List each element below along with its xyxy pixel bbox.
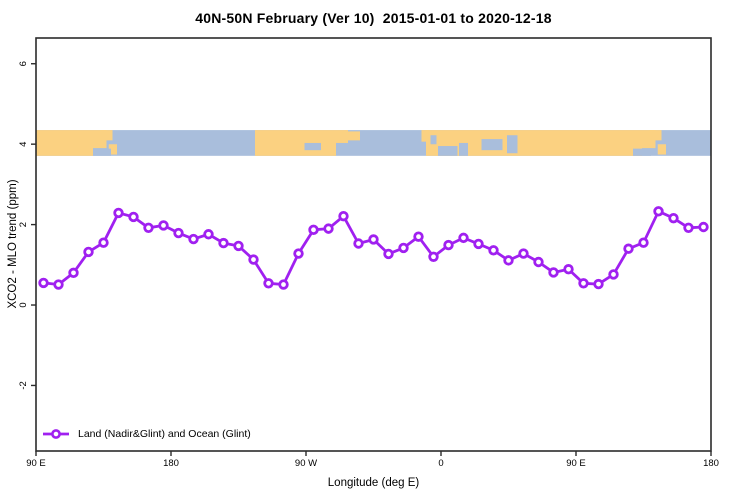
data-point-marker xyxy=(383,248,394,260)
data-point-marker xyxy=(203,229,214,240)
data-point-marker xyxy=(113,207,124,219)
map-band-water xyxy=(304,142,321,151)
data-point-marker xyxy=(98,237,109,248)
data-point-marker xyxy=(278,279,289,290)
map-band-land xyxy=(36,130,93,156)
data-point-marker xyxy=(533,256,544,268)
y-tick-label: 4 xyxy=(18,142,29,147)
legend: Land (Nadir&Glint) and Ocean (Glint) xyxy=(42,428,251,440)
data-point-marker xyxy=(608,269,619,280)
data-point-marker xyxy=(638,237,649,248)
chart-title: 40N-50N February (Ver 10) 2015-01-01 to … xyxy=(195,10,552,26)
data-point-marker xyxy=(503,255,514,266)
x-tick-label: 0 xyxy=(438,458,443,469)
map-band-land xyxy=(100,130,113,141)
data-point-marker xyxy=(323,223,334,234)
data-point-marker xyxy=(368,234,379,245)
data-point-marker xyxy=(668,212,679,224)
map-band-water xyxy=(430,135,437,145)
data-point-marker xyxy=(623,243,634,254)
data-point-marker xyxy=(293,248,304,259)
data-point-marker xyxy=(683,222,694,234)
y-tick-label: 6 xyxy=(18,61,29,66)
data-point-marker xyxy=(413,231,424,242)
data-point-marker xyxy=(353,238,364,249)
data-point-marker xyxy=(263,278,274,289)
x-tick-label: 90 E xyxy=(566,458,586,469)
map-band-land xyxy=(345,131,360,141)
x-axis-label: Longitude (deg E) xyxy=(327,477,420,489)
data-point-marker xyxy=(173,227,184,239)
data-point-marker xyxy=(653,206,664,217)
data-point-marker xyxy=(38,277,49,289)
data-point-marker xyxy=(473,238,484,250)
x-tick-label: 180 xyxy=(163,458,179,469)
y-tick-label: -2 xyxy=(18,381,29,389)
data-point-marker xyxy=(548,267,559,278)
data-point-marker xyxy=(518,248,529,259)
data-point-marker xyxy=(248,254,259,265)
map-band-water xyxy=(459,142,468,156)
series-line xyxy=(42,209,705,286)
legend-line-marker-icon xyxy=(43,429,69,439)
map-band-water xyxy=(93,148,111,156)
data-point-marker xyxy=(308,224,319,236)
x-tick-label: 180 xyxy=(703,458,719,469)
data-point-marker xyxy=(578,278,589,289)
data-point-marker xyxy=(563,264,574,275)
data-point-marker xyxy=(188,233,199,245)
data-point-marker xyxy=(398,242,409,254)
data-point-marker xyxy=(443,239,454,251)
data-point-marker xyxy=(158,220,169,231)
map-band-land xyxy=(576,130,642,156)
plot-frame xyxy=(35,37,712,452)
data-point-marker xyxy=(218,237,229,249)
map-band-land xyxy=(108,144,117,155)
legend-label: Land (Nadir&Glint) and Ocean (Glint) xyxy=(78,428,251,440)
data-point-marker xyxy=(428,251,439,262)
map-band-land xyxy=(255,130,336,156)
data-point-marker xyxy=(698,221,709,233)
data-point-marker xyxy=(458,232,469,244)
data-point-marker xyxy=(338,210,349,222)
data-point-marker xyxy=(83,246,94,258)
map-band-water xyxy=(481,139,503,151)
data-point-marker xyxy=(128,211,139,223)
x-tick-label: 90 E xyxy=(26,458,46,469)
map-band-land xyxy=(421,130,429,142)
map-band-water xyxy=(633,148,651,156)
x-tick-label: 90 W xyxy=(295,458,317,469)
map-band-water xyxy=(438,146,458,156)
map-band-land xyxy=(657,144,666,155)
map-band-land xyxy=(649,130,662,141)
data-point-marker xyxy=(143,222,154,234)
data-point-marker xyxy=(233,240,244,252)
data-point-marker xyxy=(53,279,64,290)
data-point-marker xyxy=(68,267,79,279)
y-tick-label: 2 xyxy=(18,222,29,227)
map-band-water xyxy=(507,135,518,154)
data-point-marker xyxy=(593,278,604,290)
data-point-marker xyxy=(488,245,499,256)
y-tick-label: 0 xyxy=(18,302,29,307)
